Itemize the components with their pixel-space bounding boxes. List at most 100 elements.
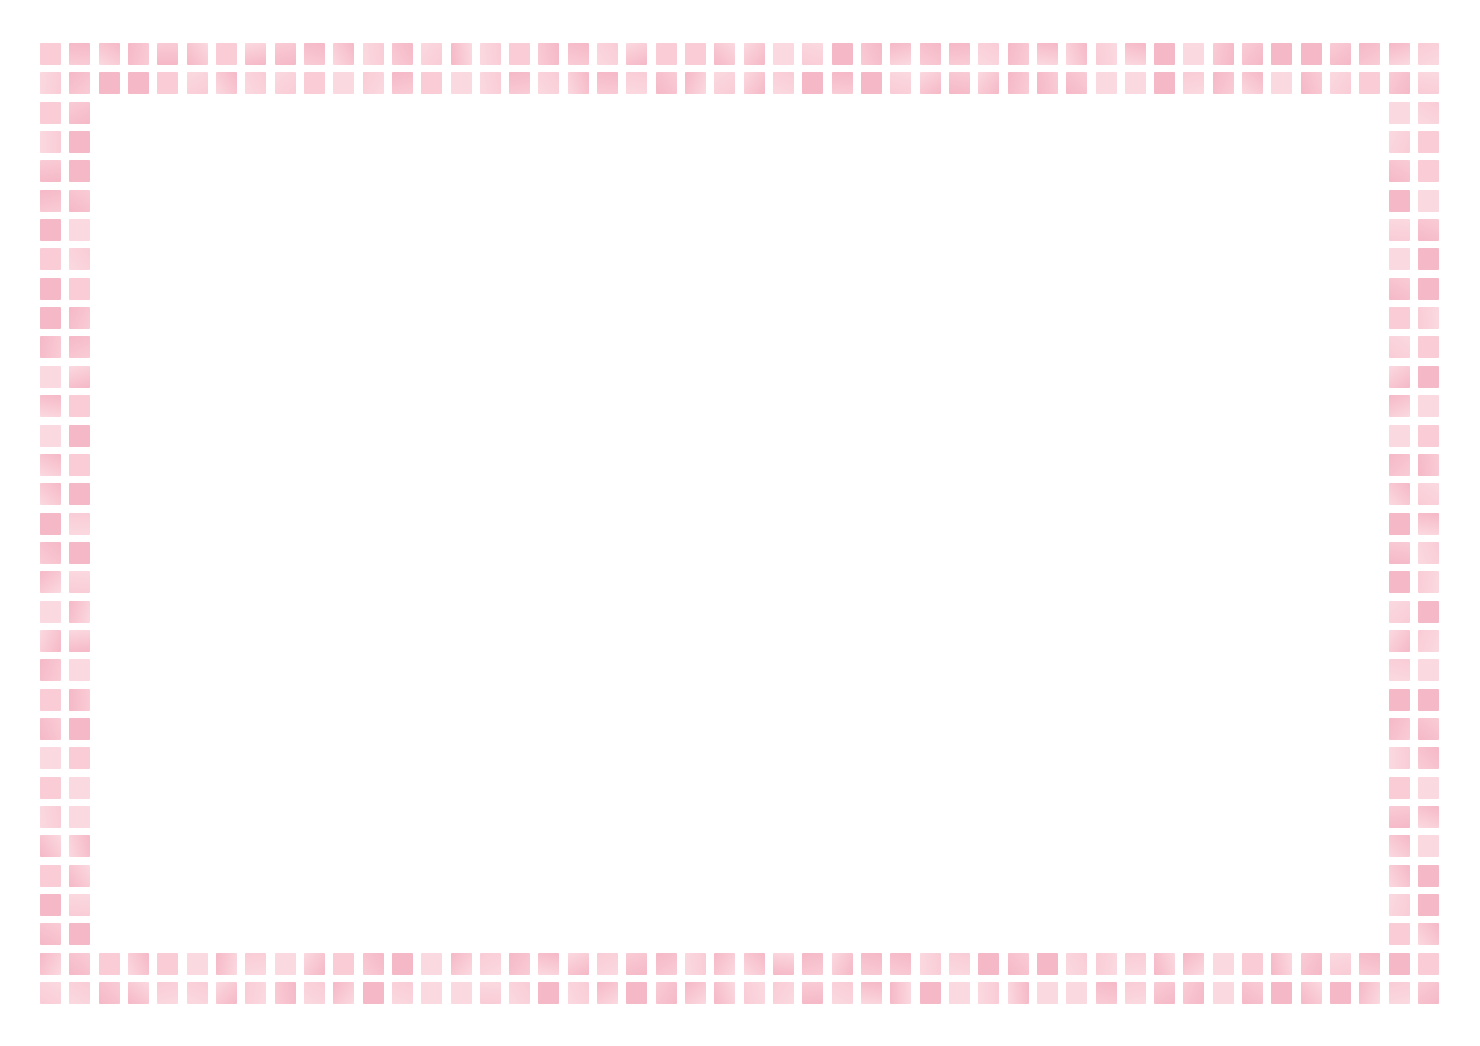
frame-tile — [919, 952, 941, 975]
frame-tile — [831, 72, 853, 95]
frame-tile — [1212, 952, 1234, 975]
frame-tile — [890, 982, 912, 1004]
frame-tile — [978, 72, 1000, 95]
frame-tile — [479, 952, 501, 975]
frame-tile — [40, 424, 61, 447]
frame-tile — [421, 43, 443, 65]
frame-tile — [831, 43, 853, 65]
frame-tile — [1418, 629, 1439, 652]
frame-tile — [69, 395, 91, 418]
frame-tile — [1418, 72, 1439, 95]
frame-tile — [1154, 72, 1176, 95]
frame-tile — [391, 982, 413, 1004]
frame-tile — [40, 43, 61, 65]
frame-tile — [890, 72, 912, 95]
frame-tile — [40, 600, 61, 623]
frame-tile — [69, 43, 91, 65]
frame-tile — [626, 43, 648, 65]
frame-tile — [626, 952, 648, 975]
frame-tile — [69, 131, 91, 153]
frame-tile — [1388, 541, 1410, 564]
frame-tile — [69, 512, 91, 535]
frame-tile — [274, 72, 296, 95]
frame-tile — [1418, 160, 1439, 183]
frame-tile — [40, 189, 61, 212]
frame-tile — [948, 43, 970, 65]
frame-tile — [274, 982, 296, 1004]
frame-tile — [1418, 219, 1439, 242]
frame-tile — [69, 982, 91, 1004]
frame-tile — [1066, 982, 1088, 1004]
frame-tile — [1154, 982, 1176, 1004]
frame-tile — [333, 72, 355, 95]
frame-tile — [1388, 189, 1410, 212]
frame-tile — [1388, 571, 1410, 594]
frame-tile — [626, 982, 648, 1004]
frame-tile — [69, 541, 91, 564]
frame-tile — [40, 835, 61, 858]
frame-tile — [1418, 483, 1439, 506]
frame-tile — [773, 982, 794, 1004]
frame-tile — [1388, 776, 1410, 799]
frame-tile — [157, 952, 179, 975]
frame-tile — [362, 982, 384, 1004]
frame-tile — [773, 72, 794, 95]
frame-tile — [509, 982, 531, 1004]
frame-tile — [1418, 277, 1439, 300]
frame-tile — [743, 72, 765, 95]
frame-tile — [40, 160, 61, 183]
frame-tile — [948, 952, 970, 975]
frame-tile — [1154, 43, 1176, 65]
frame-tile — [890, 952, 912, 975]
frame-tile — [186, 72, 208, 95]
frame-tile — [274, 43, 296, 65]
frame-tile — [831, 952, 853, 975]
frame-tile — [714, 982, 736, 1004]
frame-tile — [802, 72, 824, 95]
frame-tile — [1388, 894, 1410, 916]
frame-tile — [98, 982, 120, 1004]
frame-tile — [1418, 336, 1439, 359]
frame-tile — [40, 688, 61, 711]
frame-tile — [40, 72, 61, 95]
frame-tile — [303, 952, 325, 975]
frame-tile — [98, 43, 120, 65]
frame-tile — [1418, 776, 1439, 799]
frame-tile — [685, 72, 706, 95]
frame-tile — [69, 864, 91, 887]
frame-tile — [831, 982, 853, 1004]
frame-tile — [1418, 365, 1439, 388]
frame-tile — [69, 160, 91, 183]
frame-tile — [1330, 72, 1351, 95]
frame-tile — [1418, 189, 1439, 212]
frame-tile — [40, 923, 61, 946]
frame-tile — [1271, 982, 1293, 1004]
frame-tile — [1066, 43, 1088, 65]
frame-tile — [40, 894, 61, 916]
frame-tile — [1124, 952, 1146, 975]
frame-tile — [1388, 864, 1410, 887]
frame-tile — [1388, 424, 1410, 447]
frame-tile — [40, 483, 61, 506]
frame-tile — [1359, 982, 1381, 1004]
frame-tile — [40, 805, 61, 828]
frame-tile — [69, 189, 91, 212]
frame-tile — [1271, 72, 1293, 95]
frame-tile — [1388, 277, 1410, 300]
frame-tile — [450, 952, 472, 975]
frame-tile — [1388, 600, 1410, 623]
frame-tile — [69, 571, 91, 594]
frame-tile — [714, 72, 736, 95]
blank-content-area — [100, 104, 1380, 942]
frame-tile — [1242, 952, 1264, 975]
frame-tile — [1418, 131, 1439, 153]
frame-tile — [1388, 453, 1410, 476]
frame-tile — [362, 72, 384, 95]
frame-tile — [1007, 43, 1029, 65]
frame-tile — [40, 717, 61, 740]
frame-tile — [186, 982, 208, 1004]
frame-tile — [479, 72, 501, 95]
frame-tile — [1388, 952, 1410, 975]
frame-tile — [186, 43, 208, 65]
frame-tile — [391, 43, 413, 65]
